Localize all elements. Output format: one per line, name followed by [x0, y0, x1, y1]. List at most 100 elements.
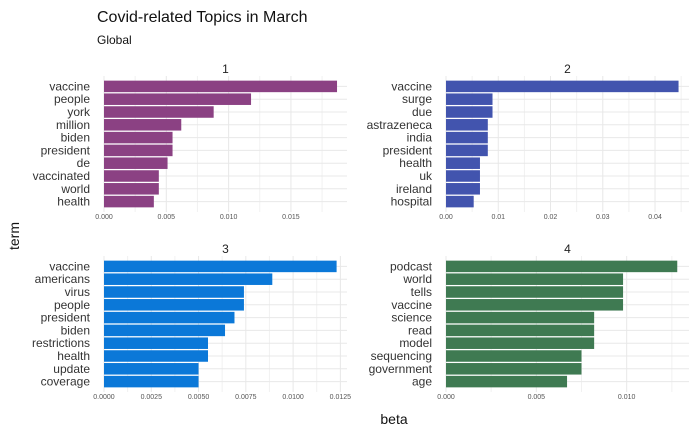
bar-government [446, 363, 582, 375]
bar-vaccine [446, 80, 679, 93]
x-tick-label: 0.0100 [282, 394, 304, 401]
x-tick-label: 0.0075 [235, 394, 257, 401]
term-label: hospital [391, 195, 432, 209]
x-tick-label: 0.0000 [93, 394, 115, 401]
bar-science [446, 311, 595, 324]
term-label: people [54, 92, 90, 106]
term-label: biden [61, 131, 90, 145]
term-label: vaccine [391, 298, 432, 312]
facet-strip-label: 2 [564, 62, 571, 76]
x-tick-label: 0.005 [528, 394, 546, 401]
bar-vaccine [104, 80, 338, 93]
term-label: coverage [41, 375, 91, 389]
bar-read [446, 324, 595, 337]
term-label: sequencing [371, 349, 432, 363]
bar-virus [104, 286, 244, 298]
facet-panel-3: 3 0.0000 0.0025 0.0050 0.0075 0.0100 0.0125 vac… [32, 242, 351, 401]
x-tick-label: 0.010 [618, 394, 636, 401]
bar-president [104, 311, 235, 324]
facet-panel-2: 2 0.00 0.01 0.02 0.03 0.04 vaccinesurgedueastr… [367, 62, 689, 221]
bar-due [446, 106, 493, 118]
x-tick-label: 0.00 [439, 214, 453, 221]
term-label: due [412, 105, 432, 119]
x-tick-label: 0.000 [437, 394, 455, 401]
term-label: president [41, 311, 91, 325]
bar-biden [104, 131, 173, 144]
bar-vaccine [104, 260, 337, 273]
bar-coverage [104, 375, 199, 388]
bar-ireland [446, 183, 480, 195]
facet-panel-4: 4 0.000 0.005 0.010 podcastworldtellsvaccine… [369, 242, 689, 401]
chart-title: Covid-related Topics in March [97, 9, 307, 26]
bar-model [446, 337, 595, 349]
bar-sequencing [446, 350, 582, 362]
x-tick-label: 0.0050 [188, 394, 210, 401]
term-label: virus [65, 285, 90, 299]
bar-vaccinated [104, 170, 159, 182]
term-label: de [77, 156, 91, 170]
x-tick-label: 0.015 [282, 214, 300, 221]
term-label: vaccine [49, 259, 90, 273]
term-label: science [391, 311, 432, 325]
term-label: americans [35, 272, 90, 286]
bar-people [104, 93, 252, 105]
term-label: astrazeneca [367, 118, 433, 132]
bar-president [104, 144, 173, 157]
term-label: health [57, 195, 90, 209]
term-label: york [67, 105, 91, 119]
term-label: ireland [396, 182, 432, 196]
y-axis-label: term [6, 222, 22, 250]
bar-president [446, 144, 488, 157]
bar-update [104, 363, 199, 375]
term-label: surge [402, 92, 432, 106]
x-tick-label: 0.0125 [330, 394, 352, 401]
term-label: people [54, 298, 90, 312]
term-label: health [399, 156, 432, 170]
facet-panels: 10.000 0.005 0.010 0.015vaccinepeopleyorkmi… [32, 62, 689, 401]
bar-health [446, 157, 480, 169]
term-label: government [369, 362, 433, 376]
bar-world [104, 183, 159, 195]
x-tick-label: 0.04 [648, 214, 662, 221]
chart-subtitle: Global [97, 33, 132, 47]
bar-york [104, 106, 214, 118]
bar-world [446, 273, 624, 285]
bar-india [446, 131, 488, 144]
facet-strip-label: 3 [222, 242, 229, 256]
x-tick-label: 0.000 [95, 214, 113, 221]
x-tick-label: 0.03 [596, 214, 610, 221]
term-label: vaccinated [33, 169, 90, 183]
term-label: president [41, 143, 91, 157]
term-label: vaccine [49, 79, 90, 93]
term-label: million [56, 118, 90, 132]
term-label: world [402, 272, 432, 286]
bar-restrictions [104, 337, 209, 349]
bar-surge [446, 93, 493, 105]
term-label: read [408, 323, 432, 337]
term-label: restrictions [32, 336, 90, 350]
bar-podcast [446, 260, 678, 273]
bar-hospital [446, 195, 474, 208]
term-label: india [407, 131, 433, 145]
bar-uk [446, 170, 480, 182]
x-tick-label: 0.010 [220, 214, 238, 221]
bar-astrazeneca [446, 119, 488, 131]
term-label: model [399, 336, 432, 350]
x-tick-label: 0.02 [544, 214, 558, 221]
facet-panel-1: 1 0.000 0.005 0.010 0.015 vaccinepeopleyorkmi… [33, 62, 347, 221]
bar-biden [104, 324, 226, 337]
term-label: podcast [390, 259, 433, 273]
bar-de [104, 157, 168, 169]
term-label: age [412, 375, 432, 389]
term-label: president [383, 143, 433, 157]
term-label: tells [411, 285, 432, 299]
term-label: biden [61, 323, 90, 337]
facet-strip-label: 1 [222, 62, 229, 76]
term-label: uk [419, 169, 433, 183]
x-tick-label: 0.0025 [141, 394, 163, 401]
term-label: vaccine [391, 79, 432, 93]
term-label: update [53, 362, 90, 376]
x-axis-label: beta [380, 411, 407, 427]
bar-age [446, 375, 568, 388]
